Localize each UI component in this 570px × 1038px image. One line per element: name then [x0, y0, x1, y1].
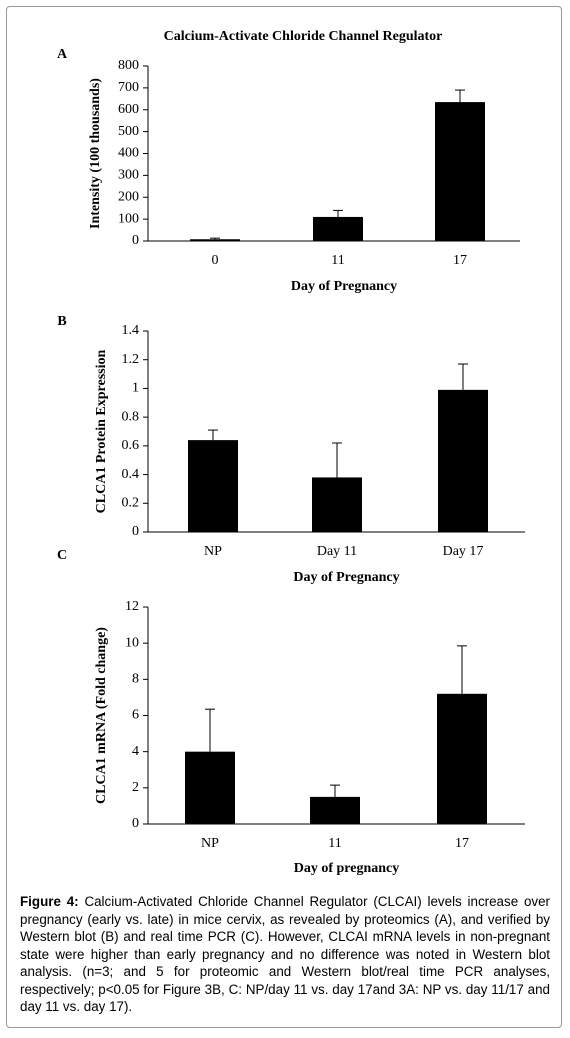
bar [437, 693, 487, 824]
y-tick-label: 300 [118, 168, 139, 183]
y-tick-label: 700 [118, 80, 139, 95]
y-tick-label: 600 [118, 102, 139, 117]
y-tick-label: 0 [132, 233, 139, 248]
bar [185, 751, 235, 824]
y-tick-label: 12 [125, 599, 139, 614]
caption-text: Calcium-Activated Chloride Channel Regul… [20, 894, 550, 1014]
bar [190, 239, 240, 241]
y-tick-label: 100 [118, 211, 139, 226]
y-tick-label: 800 [118, 58, 139, 73]
chart-title: Calcium-Activate Chloride Channel Regula… [164, 29, 443, 44]
y-tick-label: 1 [132, 381, 139, 396]
y-tick-label: 4 [132, 744, 139, 759]
y-tick-label: 1.2 [122, 352, 140, 367]
y-tick-label: 200 [118, 189, 139, 204]
bar [313, 216, 363, 241]
bar [310, 796, 360, 824]
y-tick-label: 0.2 [122, 496, 140, 511]
y-tick-label: 1.4 [122, 323, 140, 338]
x-tick-label: 11 [328, 836, 341, 851]
y-tick-label: 400 [118, 146, 139, 161]
y-tick-label: 6 [132, 708, 139, 723]
bar [312, 477, 362, 532]
bar [438, 389, 488, 532]
y-tick-label: 2 [132, 780, 139, 795]
x-axis-title: Day of Pregnancy [291, 279, 397, 294]
figure-frame [6, 6, 562, 1028]
x-tick-label: 17 [453, 253, 467, 268]
y-tick-label: 10 [125, 635, 139, 650]
x-tick-label: 17 [455, 836, 469, 851]
y-axis-title: Intensity (100 thousands) [88, 78, 103, 229]
y-tick-label: 0.6 [122, 438, 140, 453]
y-tick-label: 0.4 [122, 467, 140, 482]
bar [435, 102, 485, 241]
x-tick-label: NP [201, 836, 219, 851]
figure: Calcium-Activate Chloride Channel Regula… [57, 29, 525, 876]
x-tick-label: Day 17 [443, 544, 484, 559]
y-tick-label: 0.8 [122, 409, 140, 424]
caption-label: Figure 4: [20, 894, 79, 909]
y-tick-label: 0 [132, 524, 139, 539]
y-axis-title: CLCA1 mRNA (Fold change) [94, 627, 109, 804]
x-tick-label: 0 [212, 253, 219, 268]
y-tick-label: 8 [132, 672, 139, 687]
x-axis-title: Day of pregnancy [294, 861, 400, 876]
panel-label: B [57, 314, 66, 329]
panel-label: A [57, 47, 68, 62]
y-tick-label: 500 [118, 124, 139, 139]
y-tick-label: 0 [132, 816, 139, 831]
x-tick-label: 11 [331, 253, 344, 268]
x-tick-label: Day 11 [317, 544, 357, 559]
panel-label: C [57, 548, 67, 563]
y-axis-title: CLCA1 Protein Expression [94, 349, 109, 513]
x-tick-label: NP [204, 544, 222, 559]
caption: Figure 4: Calcium-Activated Chloride Cha… [20, 893, 550, 1016]
x-axis-title: Day of Pregnancy [293, 570, 399, 585]
bar [188, 440, 238, 532]
